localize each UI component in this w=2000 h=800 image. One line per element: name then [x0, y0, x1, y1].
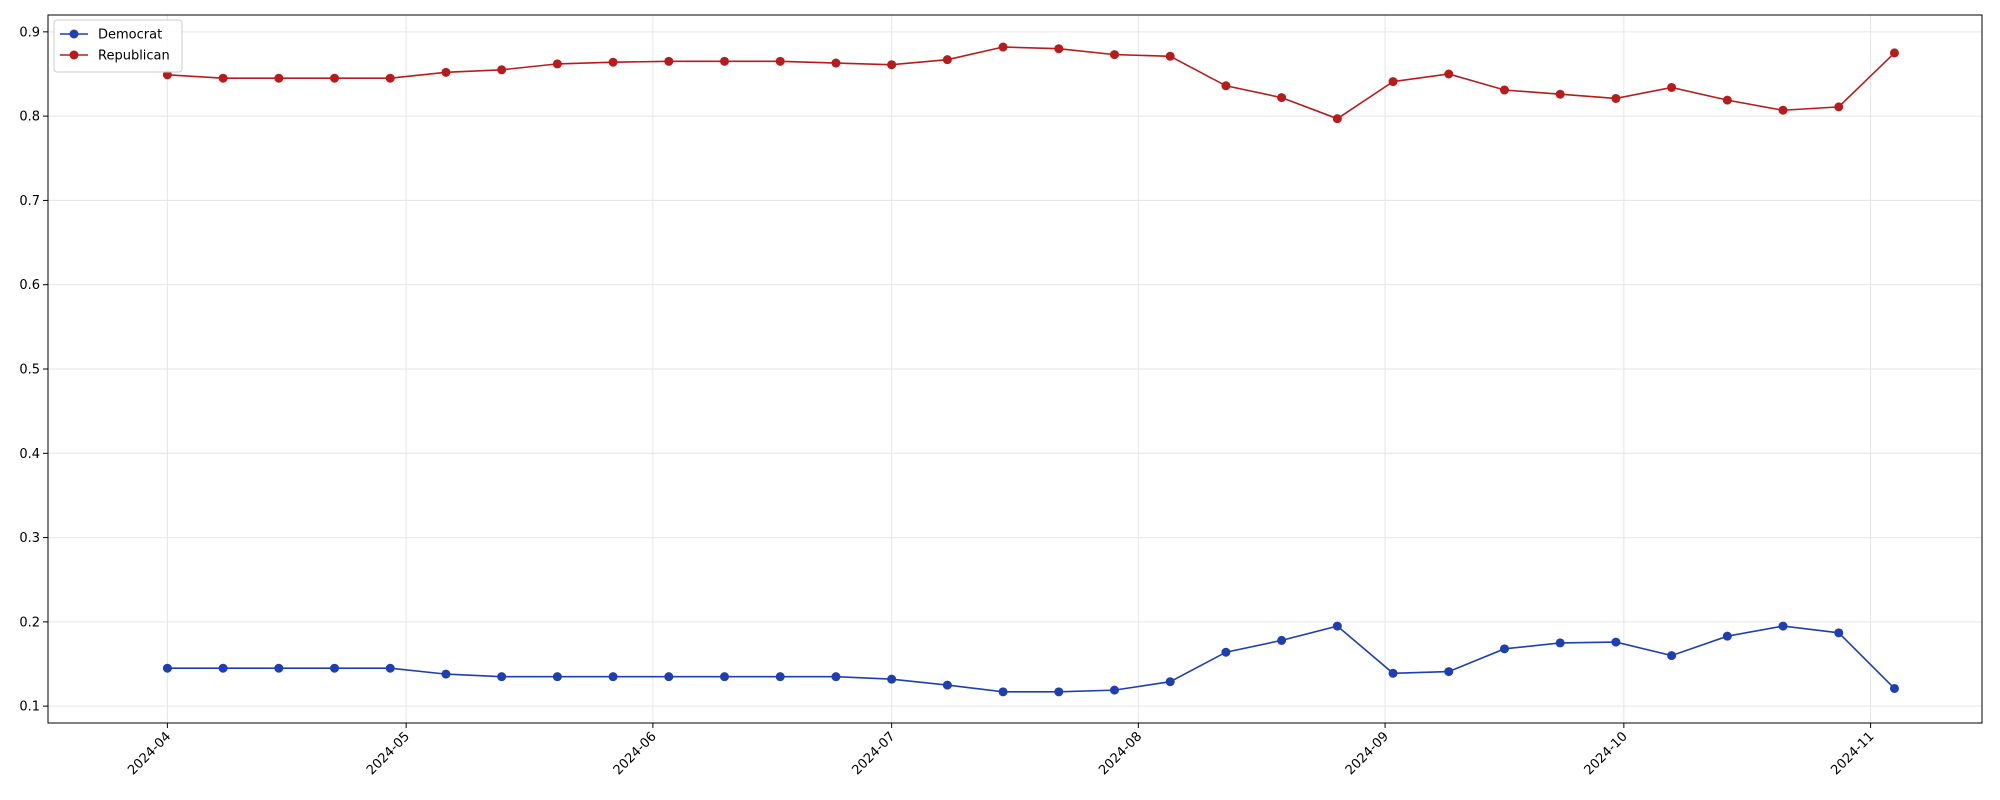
- x-tick-label: 2024-09: [1343, 729, 1392, 778]
- data-point-democrat: [385, 663, 395, 673]
- series-line-democrat: [167, 625, 1896, 693]
- y-tick-label: 0.3: [19, 531, 40, 546]
- legend-box: [53, 19, 183, 73]
- data-point-democrat: [1834, 628, 1844, 638]
- data-point-democrat: [998, 687, 1008, 697]
- data-point-democrat: [1889, 683, 1899, 693]
- data-point-republican: [1165, 51, 1175, 61]
- y-tick-label: 0.8: [19, 110, 40, 125]
- data-point-democrat: [274, 663, 284, 673]
- data-point-republican: [1388, 77, 1398, 87]
- grid: [48, 15, 1982, 723]
- series-layer: [162, 42, 1899, 697]
- data-point-democrat: [552, 672, 562, 682]
- data-point-democrat: [942, 680, 952, 690]
- data-point-democrat: [887, 674, 897, 684]
- data-point-republican: [998, 42, 1008, 52]
- data-point-democrat: [1722, 631, 1732, 641]
- data-point-republican: [608, 57, 618, 67]
- y-tick-label: 0.1: [19, 700, 40, 715]
- legend: Democrat Republican: [53, 19, 183, 73]
- x-tick-label: 2024-11: [1828, 729, 1877, 778]
- data-point-democrat: [1165, 677, 1175, 687]
- data-point-republican: [218, 73, 228, 83]
- x-tick-label: 2024-06: [611, 729, 660, 778]
- data-point-democrat: [497, 672, 507, 682]
- data-point-democrat: [1555, 638, 1565, 648]
- data-point-democrat: [608, 672, 618, 682]
- data-point-republican: [1444, 69, 1454, 79]
- data-point-democrat: [441, 669, 451, 679]
- legend-swatch-marker: [69, 29, 79, 39]
- data-point-republican: [1778, 105, 1788, 115]
- data-point-democrat: [1277, 635, 1287, 645]
- data-point-republican: [441, 67, 451, 77]
- x-tick-label: 2024-07: [849, 729, 898, 778]
- data-point-republican: [1332, 114, 1342, 124]
- data-point-republican: [664, 56, 674, 66]
- axes: 0.1 0.2 0.3 0.4 0.5 0.6 0.7 0.8 0.9 2024-04 2024-0…: [19, 25, 1877, 778]
- y-tick-label: 0.7: [19, 194, 40, 209]
- data-point-democrat: [330, 663, 340, 673]
- data-point-republican: [497, 65, 507, 75]
- data-point-democrat: [1499, 644, 1509, 654]
- data-point-republican: [385, 73, 395, 83]
- x-tick-label: 2024-05: [364, 729, 413, 778]
- data-point-democrat: [1444, 667, 1454, 677]
- y-tick-label: 0.4: [19, 447, 40, 462]
- data-point-democrat: [218, 663, 228, 673]
- data-point-republican: [720, 56, 730, 66]
- data-point-republican: [775, 56, 785, 66]
- data-point-democrat: [1667, 651, 1677, 661]
- legend-swatch-marker: [69, 50, 79, 60]
- data-point-republican: [1834, 102, 1844, 112]
- legend-label-republican: Republican: [98, 49, 170, 64]
- data-point-republican: [887, 60, 897, 70]
- data-point-democrat: [720, 672, 730, 682]
- data-point-democrat: [1388, 668, 1398, 678]
- y-tick-label: 0.5: [19, 363, 40, 378]
- data-point-republican: [831, 58, 841, 68]
- data-point-republican: [942, 55, 952, 65]
- data-point-republican: [1054, 44, 1064, 54]
- x-tick-label: 2024-10: [1582, 729, 1631, 778]
- data-point-republican: [162, 70, 172, 80]
- data-point-republican: [330, 73, 340, 83]
- data-point-republican: [1555, 89, 1565, 99]
- data-point-democrat: [664, 672, 674, 682]
- data-point-republican: [1277, 93, 1287, 103]
- data-point-republican: [1667, 82, 1677, 92]
- data-point-republican: [1221, 81, 1231, 91]
- data-point-republican: [1889, 48, 1899, 58]
- data-point-republican: [274, 73, 284, 83]
- data-point-democrat: [831, 672, 841, 682]
- data-point-democrat: [162, 663, 172, 673]
- y-tick-label: 0.6: [19, 278, 40, 293]
- x-tick-label: 2024-08: [1096, 729, 1145, 778]
- y-tick-label: 0.2: [19, 615, 40, 630]
- data-point-democrat: [1778, 621, 1788, 631]
- data-point-democrat: [1109, 685, 1119, 695]
- data-point-democrat: [1611, 637, 1621, 647]
- data-point-democrat: [775, 672, 785, 682]
- data-point-republican: [1109, 50, 1119, 60]
- data-point-democrat: [1054, 687, 1064, 697]
- data-point-republican: [1722, 95, 1732, 105]
- data-point-republican: [552, 59, 562, 69]
- data-point-republican: [1611, 93, 1621, 103]
- y-tick-label: 0.9: [19, 25, 40, 40]
- data-point-republican: [1499, 85, 1509, 95]
- data-point-democrat: [1221, 647, 1231, 657]
- legend-label-democrat: Democrat: [98, 28, 162, 43]
- x-tick-label: 2024-04: [125, 729, 174, 778]
- data-point-democrat: [1332, 621, 1342, 631]
- series-line-republican: [167, 46, 1896, 120]
